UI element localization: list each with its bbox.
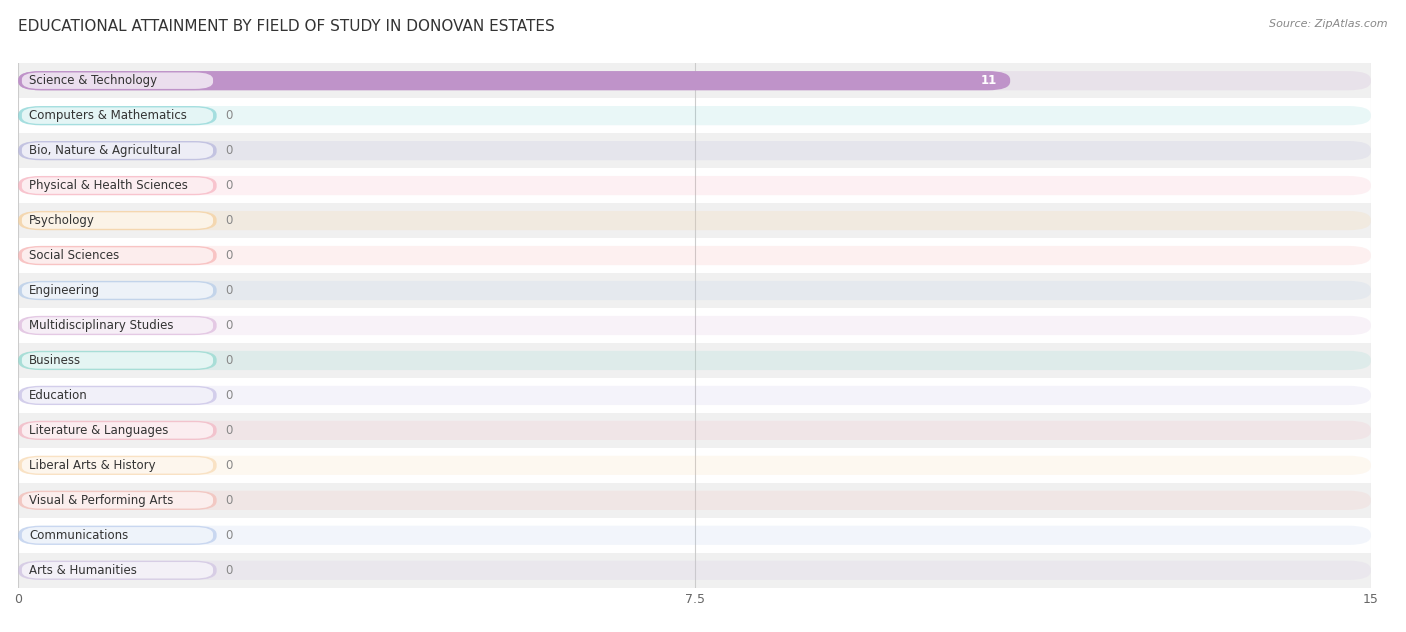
Bar	[18, 553, 1371, 588]
Bar	[18, 273, 1371, 308]
FancyBboxPatch shape	[18, 526, 1371, 545]
Text: Business: Business	[30, 354, 82, 367]
FancyBboxPatch shape	[18, 490, 1371, 510]
FancyBboxPatch shape	[18, 386, 217, 405]
FancyBboxPatch shape	[22, 492, 214, 509]
FancyBboxPatch shape	[18, 246, 1371, 265]
FancyBboxPatch shape	[18, 561, 1371, 580]
Bar	[18, 238, 1371, 273]
FancyBboxPatch shape	[18, 526, 217, 545]
FancyBboxPatch shape	[18, 281, 217, 300]
FancyBboxPatch shape	[22, 352, 214, 368]
Text: 11: 11	[980, 74, 997, 87]
Bar	[18, 98, 1371, 133]
Text: 0: 0	[226, 109, 233, 122]
Text: 0: 0	[226, 354, 233, 367]
Text: Arts & Humanities: Arts & Humanities	[30, 564, 136, 577]
FancyBboxPatch shape	[22, 317, 214, 334]
FancyBboxPatch shape	[18, 71, 1010, 90]
FancyBboxPatch shape	[18, 456, 1371, 475]
FancyBboxPatch shape	[18, 421, 217, 440]
FancyBboxPatch shape	[22, 178, 214, 194]
Bar	[18, 378, 1371, 413]
FancyBboxPatch shape	[22, 107, 214, 124]
FancyBboxPatch shape	[18, 71, 1371, 90]
Text: Liberal Arts & History: Liberal Arts & History	[30, 459, 156, 472]
Text: 0: 0	[226, 249, 233, 262]
FancyBboxPatch shape	[18, 386, 1371, 405]
FancyBboxPatch shape	[22, 457, 214, 473]
FancyBboxPatch shape	[18, 316, 217, 335]
Text: Engineering: Engineering	[30, 284, 100, 297]
FancyBboxPatch shape	[22, 562, 214, 578]
Text: Source: ZipAtlas.com: Source: ZipAtlas.com	[1270, 19, 1388, 29]
FancyBboxPatch shape	[22, 387, 214, 404]
Bar	[18, 413, 1371, 448]
Bar	[18, 483, 1371, 518]
FancyBboxPatch shape	[18, 351, 217, 370]
FancyBboxPatch shape	[18, 211, 217, 230]
Bar	[18, 518, 1371, 553]
Text: Bio, Nature & Agricultural: Bio, Nature & Agricultural	[30, 144, 181, 157]
Bar	[18, 203, 1371, 238]
Text: 0: 0	[226, 424, 233, 437]
Text: Education: Education	[30, 389, 87, 402]
FancyBboxPatch shape	[18, 351, 1371, 370]
FancyBboxPatch shape	[22, 212, 214, 229]
FancyBboxPatch shape	[18, 246, 217, 265]
Text: Physical & Health Sciences: Physical & Health Sciences	[30, 179, 188, 192]
FancyBboxPatch shape	[18, 106, 217, 125]
Text: Literature & Languages: Literature & Languages	[30, 424, 169, 437]
Bar	[18, 133, 1371, 168]
Text: Visual & Performing Arts: Visual & Performing Arts	[30, 494, 173, 507]
Text: Science & Technology: Science & Technology	[30, 74, 157, 87]
FancyBboxPatch shape	[18, 421, 1371, 440]
FancyBboxPatch shape	[22, 73, 214, 89]
FancyBboxPatch shape	[18, 561, 217, 580]
Text: 0: 0	[226, 494, 233, 507]
Text: 0: 0	[226, 144, 233, 157]
FancyBboxPatch shape	[22, 247, 214, 264]
FancyBboxPatch shape	[18, 281, 1371, 300]
FancyBboxPatch shape	[18, 316, 1371, 335]
Text: Social Sciences: Social Sciences	[30, 249, 120, 262]
FancyBboxPatch shape	[18, 211, 1371, 230]
Text: 0: 0	[226, 214, 233, 227]
FancyBboxPatch shape	[18, 176, 217, 195]
FancyBboxPatch shape	[22, 422, 214, 439]
Text: 0: 0	[226, 319, 233, 332]
Bar	[18, 308, 1371, 343]
Text: 0: 0	[226, 179, 233, 192]
FancyBboxPatch shape	[22, 142, 214, 159]
FancyBboxPatch shape	[18, 456, 217, 475]
Bar	[18, 343, 1371, 378]
Text: 0: 0	[226, 284, 233, 297]
Text: 0: 0	[226, 529, 233, 542]
Text: Computers & Mathematics: Computers & Mathematics	[30, 109, 187, 122]
Text: 0: 0	[226, 564, 233, 577]
FancyBboxPatch shape	[18, 141, 217, 161]
FancyBboxPatch shape	[18, 176, 1371, 195]
Bar	[18, 448, 1371, 483]
FancyBboxPatch shape	[22, 283, 214, 299]
FancyBboxPatch shape	[18, 141, 1371, 161]
Text: 0: 0	[226, 389, 233, 402]
Text: Communications: Communications	[30, 529, 128, 542]
FancyBboxPatch shape	[18, 106, 1371, 125]
Bar	[18, 168, 1371, 203]
FancyBboxPatch shape	[22, 527, 214, 544]
FancyBboxPatch shape	[18, 71, 217, 90]
Text: Multidisciplinary Studies: Multidisciplinary Studies	[30, 319, 173, 332]
Bar	[18, 63, 1371, 98]
Text: 0: 0	[226, 459, 233, 472]
Text: EDUCATIONAL ATTAINMENT BY FIELD OF STUDY IN DONOVAN ESTATES: EDUCATIONAL ATTAINMENT BY FIELD OF STUDY…	[18, 19, 555, 34]
Text: Psychology: Psychology	[30, 214, 96, 227]
FancyBboxPatch shape	[18, 490, 217, 510]
